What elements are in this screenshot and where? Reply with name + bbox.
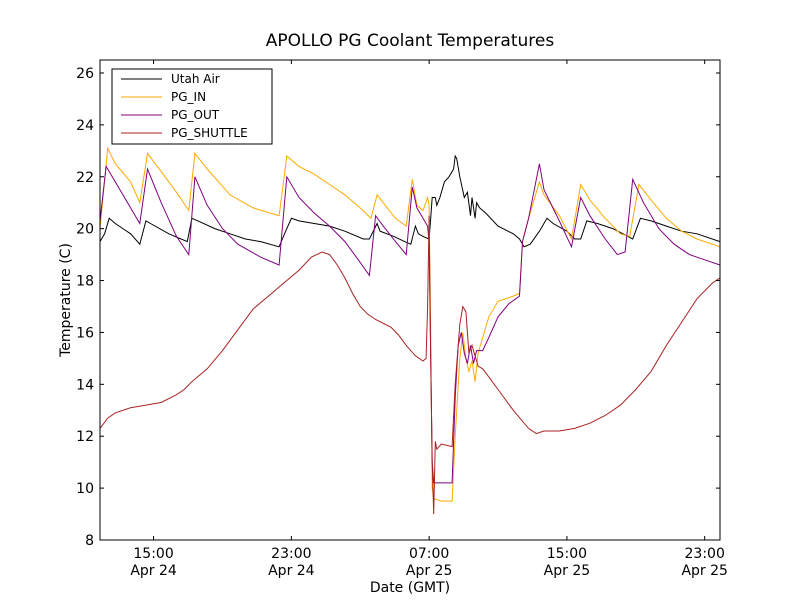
legend-label-1: PG_IN [171, 90, 206, 104]
legend-label-3: PG_SHUTTLE [171, 126, 248, 140]
y-tick-label-0: 8 [85, 533, 94, 549]
y-tick-label-8: 24 [76, 118, 94, 134]
series-line-2 [99, 163, 721, 484]
x-axis-label: Date (GMT) [370, 580, 450, 596]
legend-label-0: Utah Air [171, 72, 220, 86]
y-axis-label: Temperature (C) [58, 243, 74, 358]
y-tick-label-5: 18 [76, 274, 94, 290]
legend-box [111, 68, 273, 145]
x-tick-label-time-0: 15:00 [133, 546, 173, 562]
series-layer [99, 146, 721, 515]
x-tick-label-date-3: Apr 25 [544, 563, 590, 579]
y-tick-label-9: 26 [76, 66, 94, 82]
x-tick-label-date-4: Apr 25 [681, 563, 727, 579]
x-tick-label-date-0: Apr 24 [130, 563, 177, 579]
plot-frame [99, 59, 721, 541]
x-tick-label-date-1: Apr 24 [268, 563, 315, 579]
legend-label-2: PG_OUT [171, 108, 220, 122]
x-tick-label-time-3: 15:00 [547, 546, 587, 562]
x-tick-label-time-2: 07:00 [409, 546, 449, 562]
y-tick-label-1: 10 [76, 481, 94, 497]
chart-title: APOLLO PG Coolant Temperatures [266, 31, 555, 51]
y-tick-label-7: 22 [76, 170, 94, 186]
y-tick-label-4: 16 [76, 325, 94, 341]
series-line-3 [99, 215, 721, 515]
x-tick-label-time-1: 23:00 [271, 546, 311, 562]
legend: Utah Air PG_IN PG_OUT PG_SHUTTLE [111, 68, 273, 145]
y-tick-label-3: 14 [76, 377, 94, 393]
series-line-0 [99, 154, 721, 248]
y-tick-label-6: 20 [76, 222, 94, 238]
x-tick-label-time-4: 23:00 [685, 546, 725, 562]
y-tick-label-2: 12 [76, 429, 94, 445]
x-tick-label-date-2: Apr 25 [406, 563, 452, 579]
